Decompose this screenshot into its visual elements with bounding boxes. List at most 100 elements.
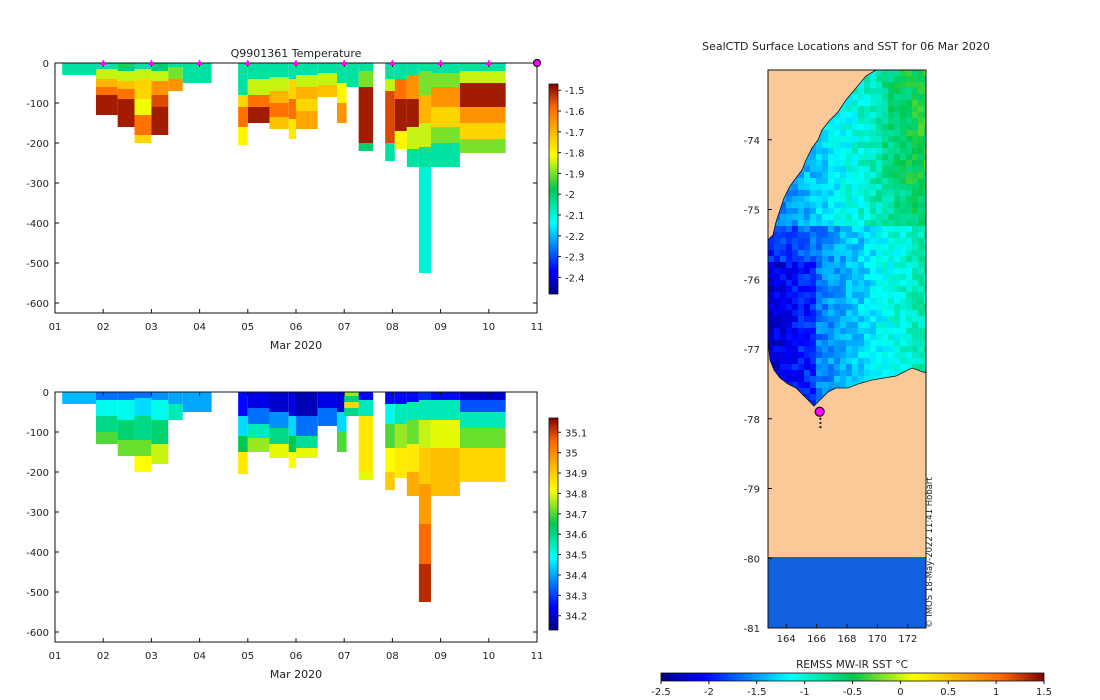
sst-pixel [900,196,906,202]
profile-cell [269,63,289,77]
sst-pixel [924,346,926,352]
sst-pixel [858,184,864,190]
colorbar-tick-label: 0.5 [940,687,956,698]
sst-pixel [792,370,798,376]
profile-cell [182,63,212,83]
sst-pixel [918,292,924,298]
profile-cell [430,87,460,107]
sst-pixel [870,160,876,166]
surface-marker [341,59,348,65]
sst-pixel [834,286,840,292]
sst-pixel [804,172,810,178]
sst-pixel [780,214,786,220]
sst-pixel [918,202,924,208]
sst-pixel [906,142,912,148]
sst-pixel [810,148,816,154]
sst-pixel [918,352,924,358]
sst-pixel [888,124,894,130]
sst-pixel [918,130,924,136]
sst-pixel [774,232,780,238]
sst-pixel [786,208,792,214]
sst-pixel [858,292,864,298]
sst-pixel [924,94,926,100]
sst-pixel [780,310,786,316]
sst-pixel [858,154,864,160]
track-point [819,421,822,425]
sst-pixel [888,172,894,178]
sst-pixel [924,190,926,196]
profile-cell [247,79,270,95]
sst-pixel [900,340,906,346]
sst-pixel [864,82,870,88]
profile-cell [134,398,152,416]
profile-cell [430,392,460,400]
sst-pixel [894,214,900,220]
sst-pixel [864,316,870,322]
sst-pixel [918,214,924,220]
sst-pixel [888,154,894,160]
surface-markers [100,58,542,68]
sst-pixel [852,268,858,274]
sst-pixel [900,238,906,244]
sst-pixel [852,340,858,346]
colorbar-tick-label: 34.4 [565,571,587,582]
sst-pixel [840,298,846,304]
sst-pixel [792,322,798,328]
sst-pixel [828,262,834,268]
sst-pixel [924,244,926,250]
sst-pixel [924,238,926,244]
profile-cell [134,115,152,135]
sst-pixel [810,382,816,388]
sst-pixel [906,202,912,208]
sst-pixel [798,364,804,370]
sst-pixel [894,370,900,376]
sst-pixel [798,322,804,328]
sst-pixel [774,310,780,316]
sst-pixel [768,274,774,280]
sst-pixel [816,304,822,310]
sst-pixel [846,292,852,298]
y-tick-label: -100 [26,99,49,110]
sst-pixel [840,280,846,286]
colorbar-tick-label: -2.4 [565,273,585,284]
sst-pixel [876,370,882,376]
sst-pixel [810,256,816,262]
sst-pixel [792,352,798,358]
sst-pixel [852,364,858,370]
sst-pixel [852,148,858,154]
sst-pixel [828,238,834,244]
profile-cell [385,91,395,143]
sst-pixel [768,262,774,268]
sst-pixel [858,220,864,226]
sst-pixel [882,100,888,106]
profile-cell [394,63,407,79]
sst-pixel [840,160,846,166]
sst-pixel [864,340,870,346]
sst-pixel [786,202,792,208]
sst-pixel [828,118,834,124]
sst-pixel [864,94,870,100]
sst-pixel [858,334,864,340]
profile-cell [336,63,347,83]
profile-cell [95,95,118,115]
sst-pixel [834,268,840,274]
x-tick-label: 04 [193,651,206,662]
sst-pixel [786,358,792,364]
sst-pixel [816,328,822,334]
sst-pixel [888,112,894,118]
sst-pixel [894,202,900,208]
sst-pixel [876,166,882,172]
sst-pixel [882,322,888,328]
sst-pixel [876,358,882,364]
sst-pixel [870,130,876,136]
sst-pixel [834,142,840,148]
sst-pixel [852,160,858,166]
sst-pixel [786,280,792,286]
sst-pixel [912,112,918,118]
profile-cell [296,436,318,448]
sst-pixel [804,298,810,304]
sst-pixel [828,166,834,172]
sst-pixel [894,124,900,130]
sst-pixel [822,220,828,226]
sst-pixel [906,112,912,118]
